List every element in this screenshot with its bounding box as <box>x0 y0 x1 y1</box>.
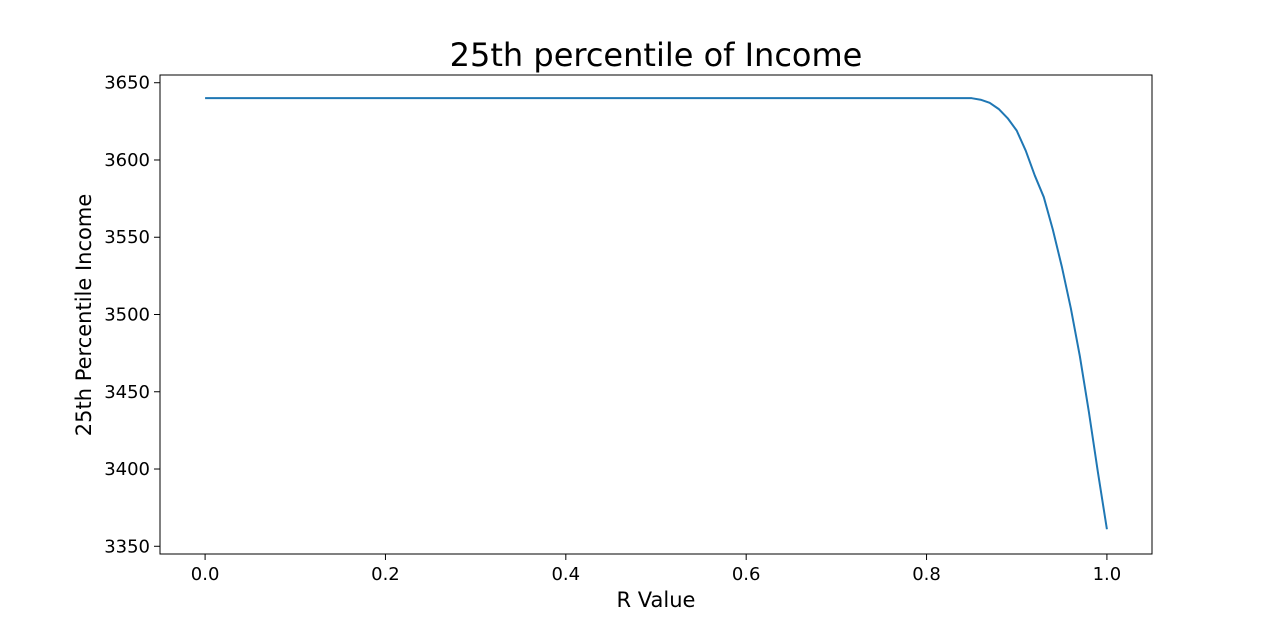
x-tick-label: 0.4 <box>551 564 580 585</box>
x-tick-label: 0.0 <box>191 564 220 585</box>
plot-area <box>159 74 1153 555</box>
y-tick-label: 3500 <box>104 305 150 326</box>
y-axis: 3350 3400 3450 3500 3550 3600 3650 <box>104 73 160 557</box>
series-layer <box>205 97 1108 530</box>
y-tick-label: 3400 <box>104 459 150 480</box>
x-tick-label: 0.8 <box>912 564 941 585</box>
series-line <box>205 97 1108 530</box>
y-tick-label: 3600 <box>104 150 150 171</box>
x-axis: 0.0 0.2 0.4 0.6 0.8 1.0 <box>191 554 1121 585</box>
y-tick-label: 3550 <box>104 227 150 248</box>
x-tick-label: 1.0 <box>1093 564 1122 585</box>
y-tick-label: 3350 <box>104 536 150 557</box>
y-tick-label: 3650 <box>104 73 150 94</box>
x-tick-label: 0.6 <box>732 564 761 585</box>
chart-title: 25th percentile of Income <box>450 36 863 74</box>
y-tick-label: 3450 <box>104 382 150 403</box>
x-axis-label: R Value <box>617 588 696 612</box>
y-axis-label: 25th Percentile Income <box>72 194 96 437</box>
x-tick-label: 0.2 <box>371 564 400 585</box>
